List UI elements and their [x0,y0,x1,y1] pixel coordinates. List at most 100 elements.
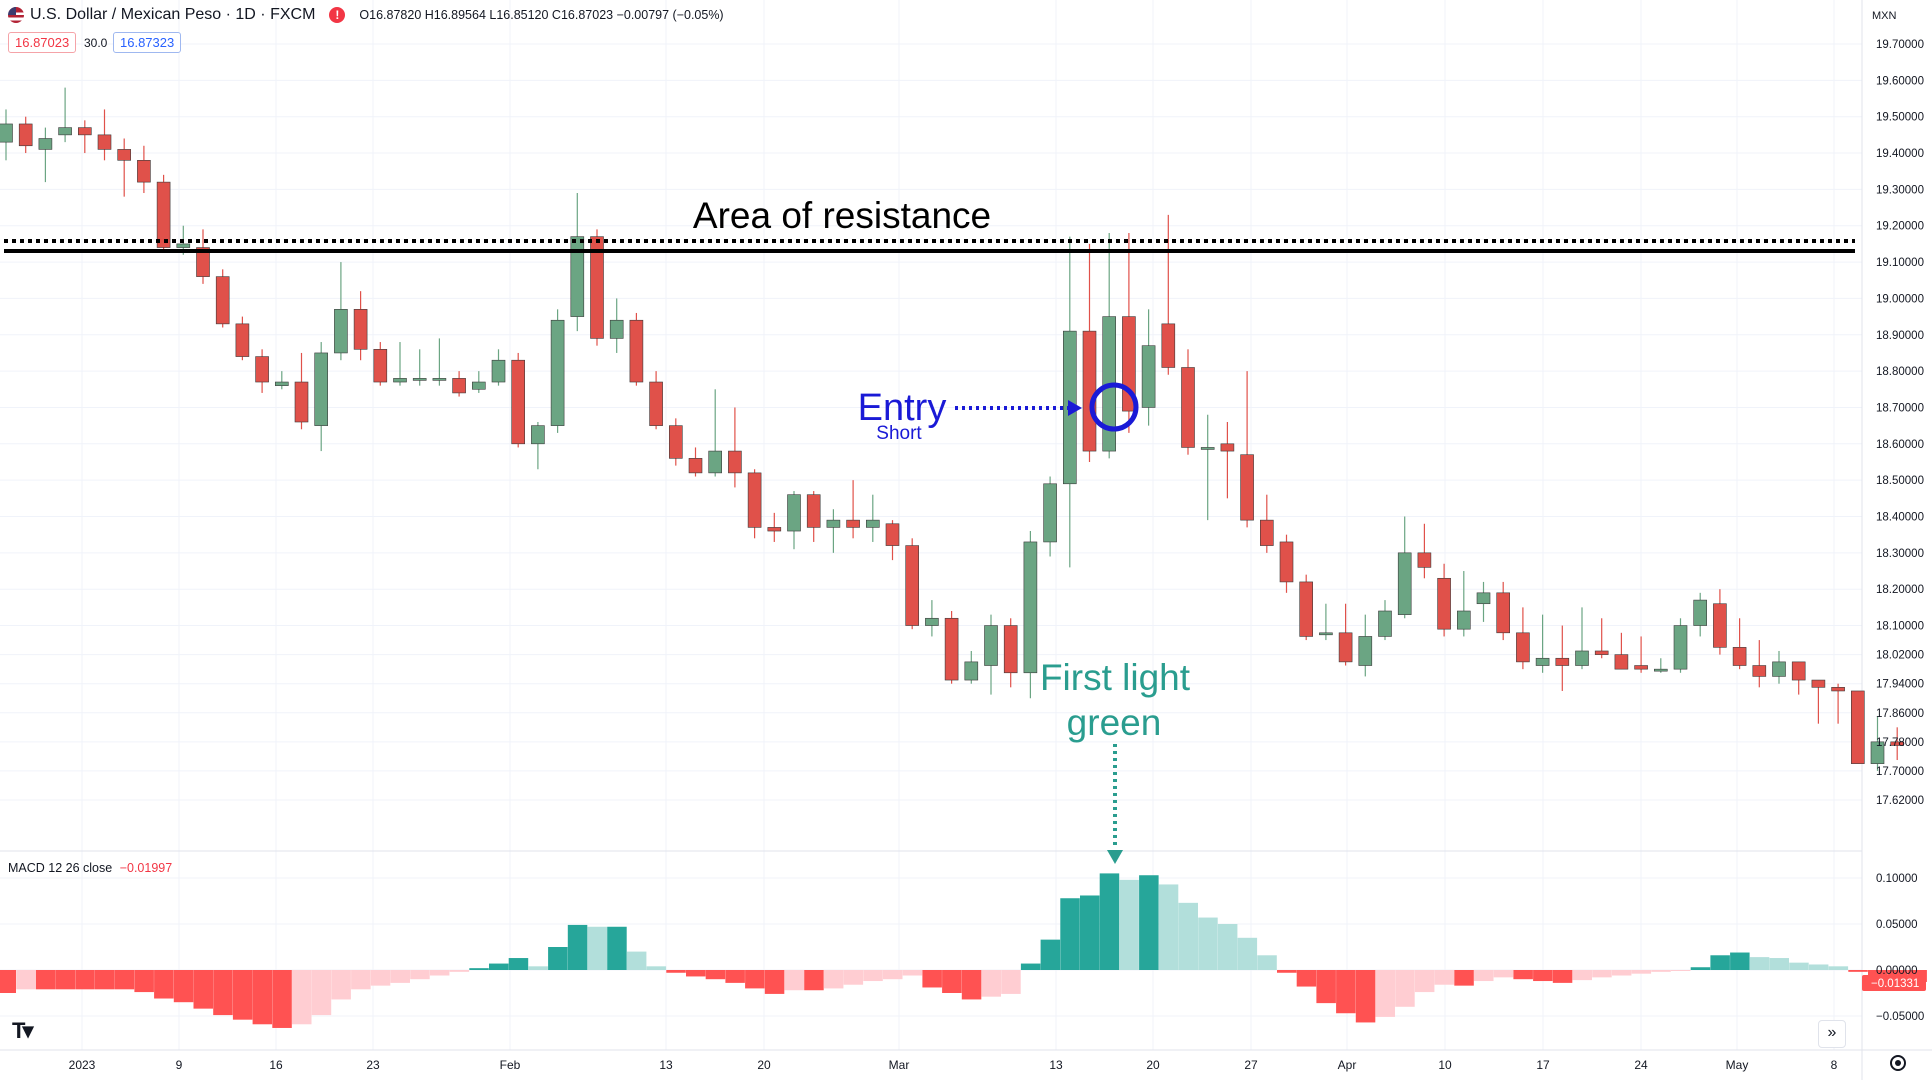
candle-body [1496,592,1510,634]
macd-bar [686,970,706,977]
macd-bar [252,970,273,1025]
chevrons-right-icon[interactable]: » [1818,1020,1846,1048]
macd-bar [1454,970,1474,986]
macd-bar [666,970,686,973]
candle-body [412,378,427,381]
candle-body [452,378,466,394]
first-green-label-2: green [1067,702,1162,743]
macd-bar [213,970,233,1016]
macd-bar [725,970,745,983]
macd-current-value: −0.01331 [1871,978,1919,990]
macd-bar [1769,958,1789,970]
macd-bar [1237,937,1258,970]
price-tick-label: 19.60000 [1876,75,1924,87]
macd-bar [1730,952,1750,970]
sell-price-button[interactable]: 16.87023 [8,32,77,53]
macd-bar [35,970,56,990]
macd-bar [390,970,410,983]
tradingview-logo-icon[interactable]: T▾ [12,1018,34,1043]
candle-body [432,378,447,381]
macd-bar [370,970,391,986]
spread-value: 30.0 [84,36,108,50]
macd-bar [1375,970,1395,1017]
candle-body [18,123,33,147]
macd-bar [1060,898,1080,970]
candle-body [708,450,723,474]
candle-body [1673,625,1688,670]
time-tick-label: 13 [1049,1058,1063,1072]
price-tick-label: 19.50000 [1876,112,1924,124]
macd-bar [1808,964,1829,970]
candle-body [1279,541,1294,583]
macd-bar [95,970,115,990]
macd-bar [1217,924,1238,970]
candle-body [314,352,329,426]
settings-icon[interactable] [1890,1055,1906,1071]
price-tick-label: 18.90000 [1876,330,1924,342]
candle-body [137,160,151,183]
macd-legend[interactable]: MACD 12 26 close −0.01997 [8,861,172,875]
price-tick-label: 17.86000 [1876,708,1924,720]
candle-body [255,356,269,383]
macd-bar [232,970,253,1020]
macd-bar [410,970,430,980]
candle-body [668,425,683,459]
price-tick-label: 18.10000 [1876,621,1924,633]
entry-arrow-head [1068,400,1082,416]
symbol-title[interactable]: U.S. Dollar / Mexican Peso · 1D · FXCM [30,6,316,23]
candle-body [1535,657,1550,666]
time-tick-label: 16 [269,1058,283,1072]
candle-body [156,181,171,248]
macd-bar [1592,970,1612,978]
macd-bar [1198,917,1218,970]
macd-bar [55,970,76,990]
entry-label: Entry [858,387,947,429]
candle-body [1732,647,1747,666]
usd-flag-icon [8,7,24,23]
candle-body [767,527,782,532]
ohlc-values: O16.87820 H16.89564 L16.85120 C16.87023 … [359,8,724,22]
candle-body [550,319,565,426]
candle-body [1851,690,1865,764]
time-tick-label: 23 [366,1058,380,1072]
price-tick-label: 19.00000 [1876,293,1924,305]
candle-body [1693,599,1707,626]
macd-bar [587,926,607,970]
price-tick-label: 18.50000 [1876,475,1924,487]
candle-body [629,319,644,383]
time-tick-label: 8 [1831,1058,1838,1072]
time-tick-label: 9 [176,1058,183,1072]
macd-bar [1119,879,1139,970]
buy-price-button[interactable]: 16.87323 [113,32,182,53]
macd-bar [1513,970,1533,980]
candle-body [787,494,801,532]
candle-body [1338,632,1353,663]
candle-body [885,523,900,546]
macd-bar [1552,970,1573,983]
macd-bar [1651,970,1671,972]
time-tick-label: 10 [1438,1058,1452,1072]
time-tick-label: May [1726,1058,1749,1072]
candle-body [1575,650,1589,666]
candle-body [531,425,545,445]
macd-bar [1828,966,1849,970]
macd-bar [193,970,213,1009]
candle-body [491,359,506,383]
macd-bar [1001,970,1021,994]
candle-body [1181,367,1195,448]
candle-body [176,243,191,248]
macd-bar [961,970,982,1000]
candle-body [649,381,663,426]
candle-body [334,309,348,354]
macd-bar [1336,970,1356,1014]
macd-bar [922,970,942,988]
macd-bar [1474,970,1494,982]
alert-icon[interactable]: ! [329,7,346,23]
candle-body [1654,668,1668,672]
macd-bar [764,970,785,994]
candle-body [1240,454,1254,521]
macd-bar [449,970,470,972]
price-tick-label: 19.20000 [1876,221,1924,233]
macd-bar [626,951,647,970]
candle-body [1831,687,1845,692]
